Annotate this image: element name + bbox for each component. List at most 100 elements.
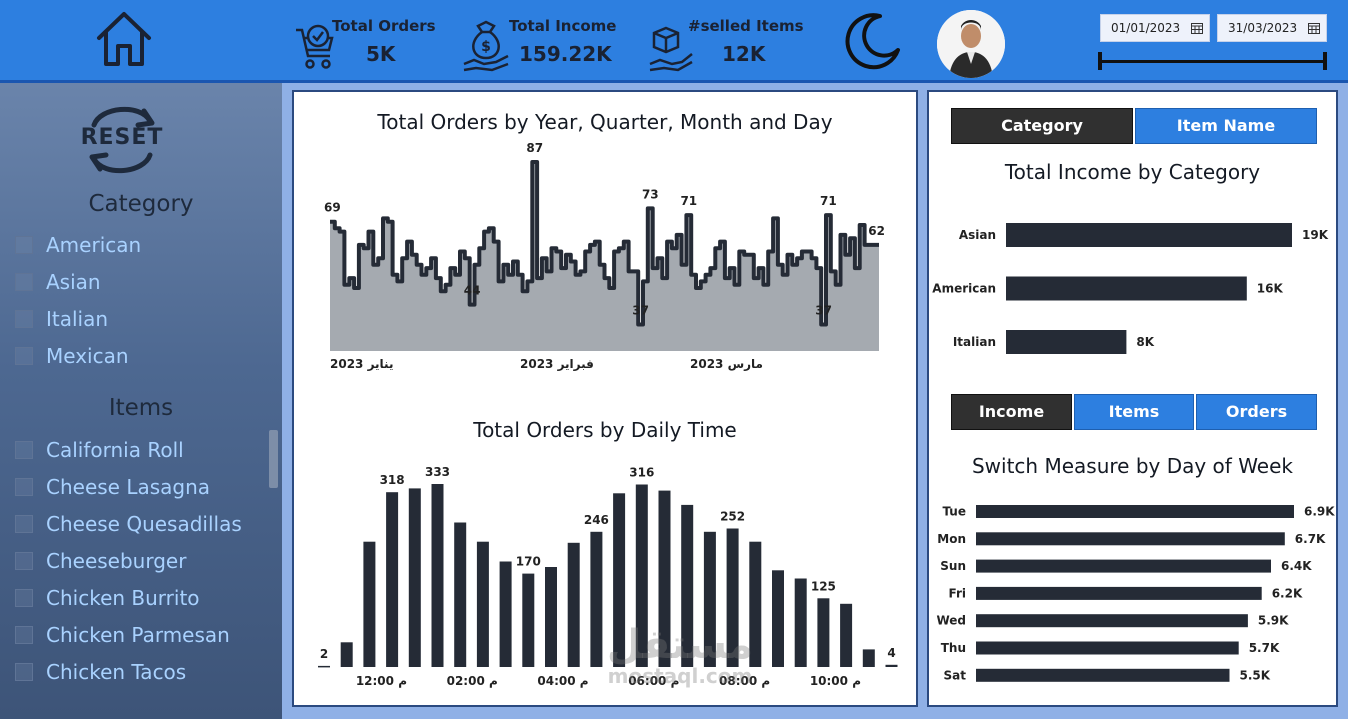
breakdown-panel: Category Item Name Total Income by Categ… xyxy=(927,90,1338,707)
category-label: Asian xyxy=(959,228,996,242)
home-icon[interactable] xyxy=(94,8,154,68)
checkbox[interactable] xyxy=(15,515,33,533)
value-label: 5.7K xyxy=(1249,641,1280,655)
moon-icon[interactable] xyxy=(842,10,902,70)
data-label: 170 xyxy=(516,555,541,569)
bar xyxy=(476,541,489,667)
bar xyxy=(1006,330,1127,354)
measure-by-weekday-chart: Tue 6.9K Mon 6.7K Sun 6.4K Fri 6.2K Wed 5.9K Thu 5.… xyxy=(936,505,1335,683)
bar xyxy=(726,528,739,667)
x-tick-label: 02:00 م xyxy=(447,674,498,689)
category-label: Sat xyxy=(944,668,967,682)
date-range-slider-handle-start[interactable] xyxy=(1098,52,1102,70)
item-label: Cheeseburger xyxy=(46,549,187,573)
data-label: 62 xyxy=(868,224,885,238)
orders-panel: Total Orders by Year, Quarter, Month and… xyxy=(292,90,918,707)
bar xyxy=(499,561,512,667)
date-range-slider-track[interactable] xyxy=(1100,60,1326,63)
category-label: American xyxy=(46,233,142,257)
bar xyxy=(658,490,671,667)
bar xyxy=(1006,276,1247,301)
data-label: 69 xyxy=(324,201,341,215)
checkbox[interactable] xyxy=(15,310,33,328)
items-heading: Items xyxy=(108,395,174,421)
data-label: 37 xyxy=(815,304,832,318)
category-label: Thu xyxy=(941,641,966,655)
category-label: Mexican xyxy=(46,344,129,368)
bar xyxy=(976,586,1262,600)
data-label: 44 xyxy=(464,284,481,298)
data-label: 4 xyxy=(887,646,895,660)
svg-text:$: $ xyxy=(481,39,491,55)
category-heading: Category xyxy=(88,191,194,217)
checkbox[interactable] xyxy=(15,589,33,607)
bar xyxy=(522,573,535,667)
category-label: American xyxy=(932,282,996,296)
value-label: 19K xyxy=(1302,228,1329,242)
checkbox[interactable] xyxy=(15,478,33,496)
x-tick-label: 12:00 م xyxy=(356,674,407,689)
value-label: 6.7K xyxy=(1295,532,1326,546)
date-range-slider-handle-end[interactable] xyxy=(1323,52,1327,70)
income-by-category-title: Total Income by Category xyxy=(1004,160,1261,184)
end-date-input[interactable]: 31/03/2023 xyxy=(1217,14,1327,42)
kpi-total-orders-title: Total Orders xyxy=(332,17,436,35)
item-label: Chicken Tacos xyxy=(46,660,187,684)
x-tick-label: 04:00 م xyxy=(537,674,588,689)
x-tick-label: مارس 2023 xyxy=(690,357,763,371)
end-date-value: 31/03/2023 xyxy=(1228,21,1298,35)
toggle-orders-button[interactable]: Orders xyxy=(1196,394,1317,430)
orders-by-date-chart: 69 44 87 37 73 71 37 71 62 يناير 2023 فبراير 2023 م… xyxy=(324,141,885,371)
bar xyxy=(567,542,580,667)
data-label: 71 xyxy=(680,194,697,208)
data-label: 73 xyxy=(642,187,659,201)
checkbox[interactable] xyxy=(15,441,33,459)
data-label: 252 xyxy=(720,510,745,524)
checkbox[interactable] xyxy=(15,663,33,681)
filter-sidebar: RESET Category American Asian Italian Mexic… xyxy=(0,83,282,719)
kpi-total-orders-value: 5K xyxy=(366,42,396,66)
value-label: 6.4K xyxy=(1281,559,1312,573)
toggle-items-button[interactable]: Items xyxy=(1074,394,1194,430)
x-tick-label: 08:00 م xyxy=(719,674,770,689)
value-label: 5.5K xyxy=(1240,668,1271,682)
income-by-category-chart: Asian 19K American 16K Italian 8K xyxy=(932,223,1329,354)
toggle-item-name-button[interactable]: Item Name xyxy=(1135,108,1317,144)
bar xyxy=(590,531,603,667)
measure-by-weekday-title: Switch Measure by Day of Week xyxy=(971,454,1293,478)
bar xyxy=(703,531,716,667)
avatar[interactable] xyxy=(937,10,1005,78)
reset-button[interactable]: RESET xyxy=(80,99,164,179)
money-hand-icon: $ xyxy=(463,20,509,72)
item-label: Cheese Lasagna xyxy=(46,475,211,499)
checkbox[interactable] xyxy=(15,552,33,570)
item-label: Cheese Quesadillas xyxy=(46,512,242,536)
checkbox[interactable] xyxy=(15,236,33,254)
cart-check-icon xyxy=(296,24,334,69)
items-scrollbar[interactable] xyxy=(269,430,278,488)
checkbox[interactable] xyxy=(15,347,33,365)
checkbox[interactable] xyxy=(15,626,33,644)
bar xyxy=(862,649,875,667)
bar xyxy=(340,642,353,667)
category-label: Mon xyxy=(937,532,966,546)
kpi-total-income-title: Total Income xyxy=(509,17,617,35)
category-label: Tue xyxy=(942,505,966,519)
header-bar: Total Orders 5K $ Total Income 159.22K #… xyxy=(0,0,1348,83)
bar xyxy=(613,493,626,667)
toggle-income-button[interactable]: Income xyxy=(951,394,1072,430)
bar xyxy=(408,488,421,667)
data-label: 333 xyxy=(425,465,450,479)
data-label: 37 xyxy=(632,304,649,318)
kpi-selled-items-title: #selled Items xyxy=(688,17,804,35)
start-date-input[interactable]: 01/01/2023 xyxy=(1100,14,1210,42)
orders-area-fill xyxy=(330,162,879,351)
orders-by-time-chart: 2 318 333 170 246 316 252 125 4 12:00 م 02:00 م 04:… xyxy=(318,465,898,689)
category-label: Fri xyxy=(949,586,966,600)
bar xyxy=(976,641,1239,655)
checkbox[interactable] xyxy=(15,273,33,291)
data-label: 246 xyxy=(584,513,609,527)
toggle-category-button[interactable]: Category xyxy=(951,108,1133,144)
x-tick-label: يناير 2023 xyxy=(330,357,393,371)
category-label: Wed xyxy=(936,614,966,628)
